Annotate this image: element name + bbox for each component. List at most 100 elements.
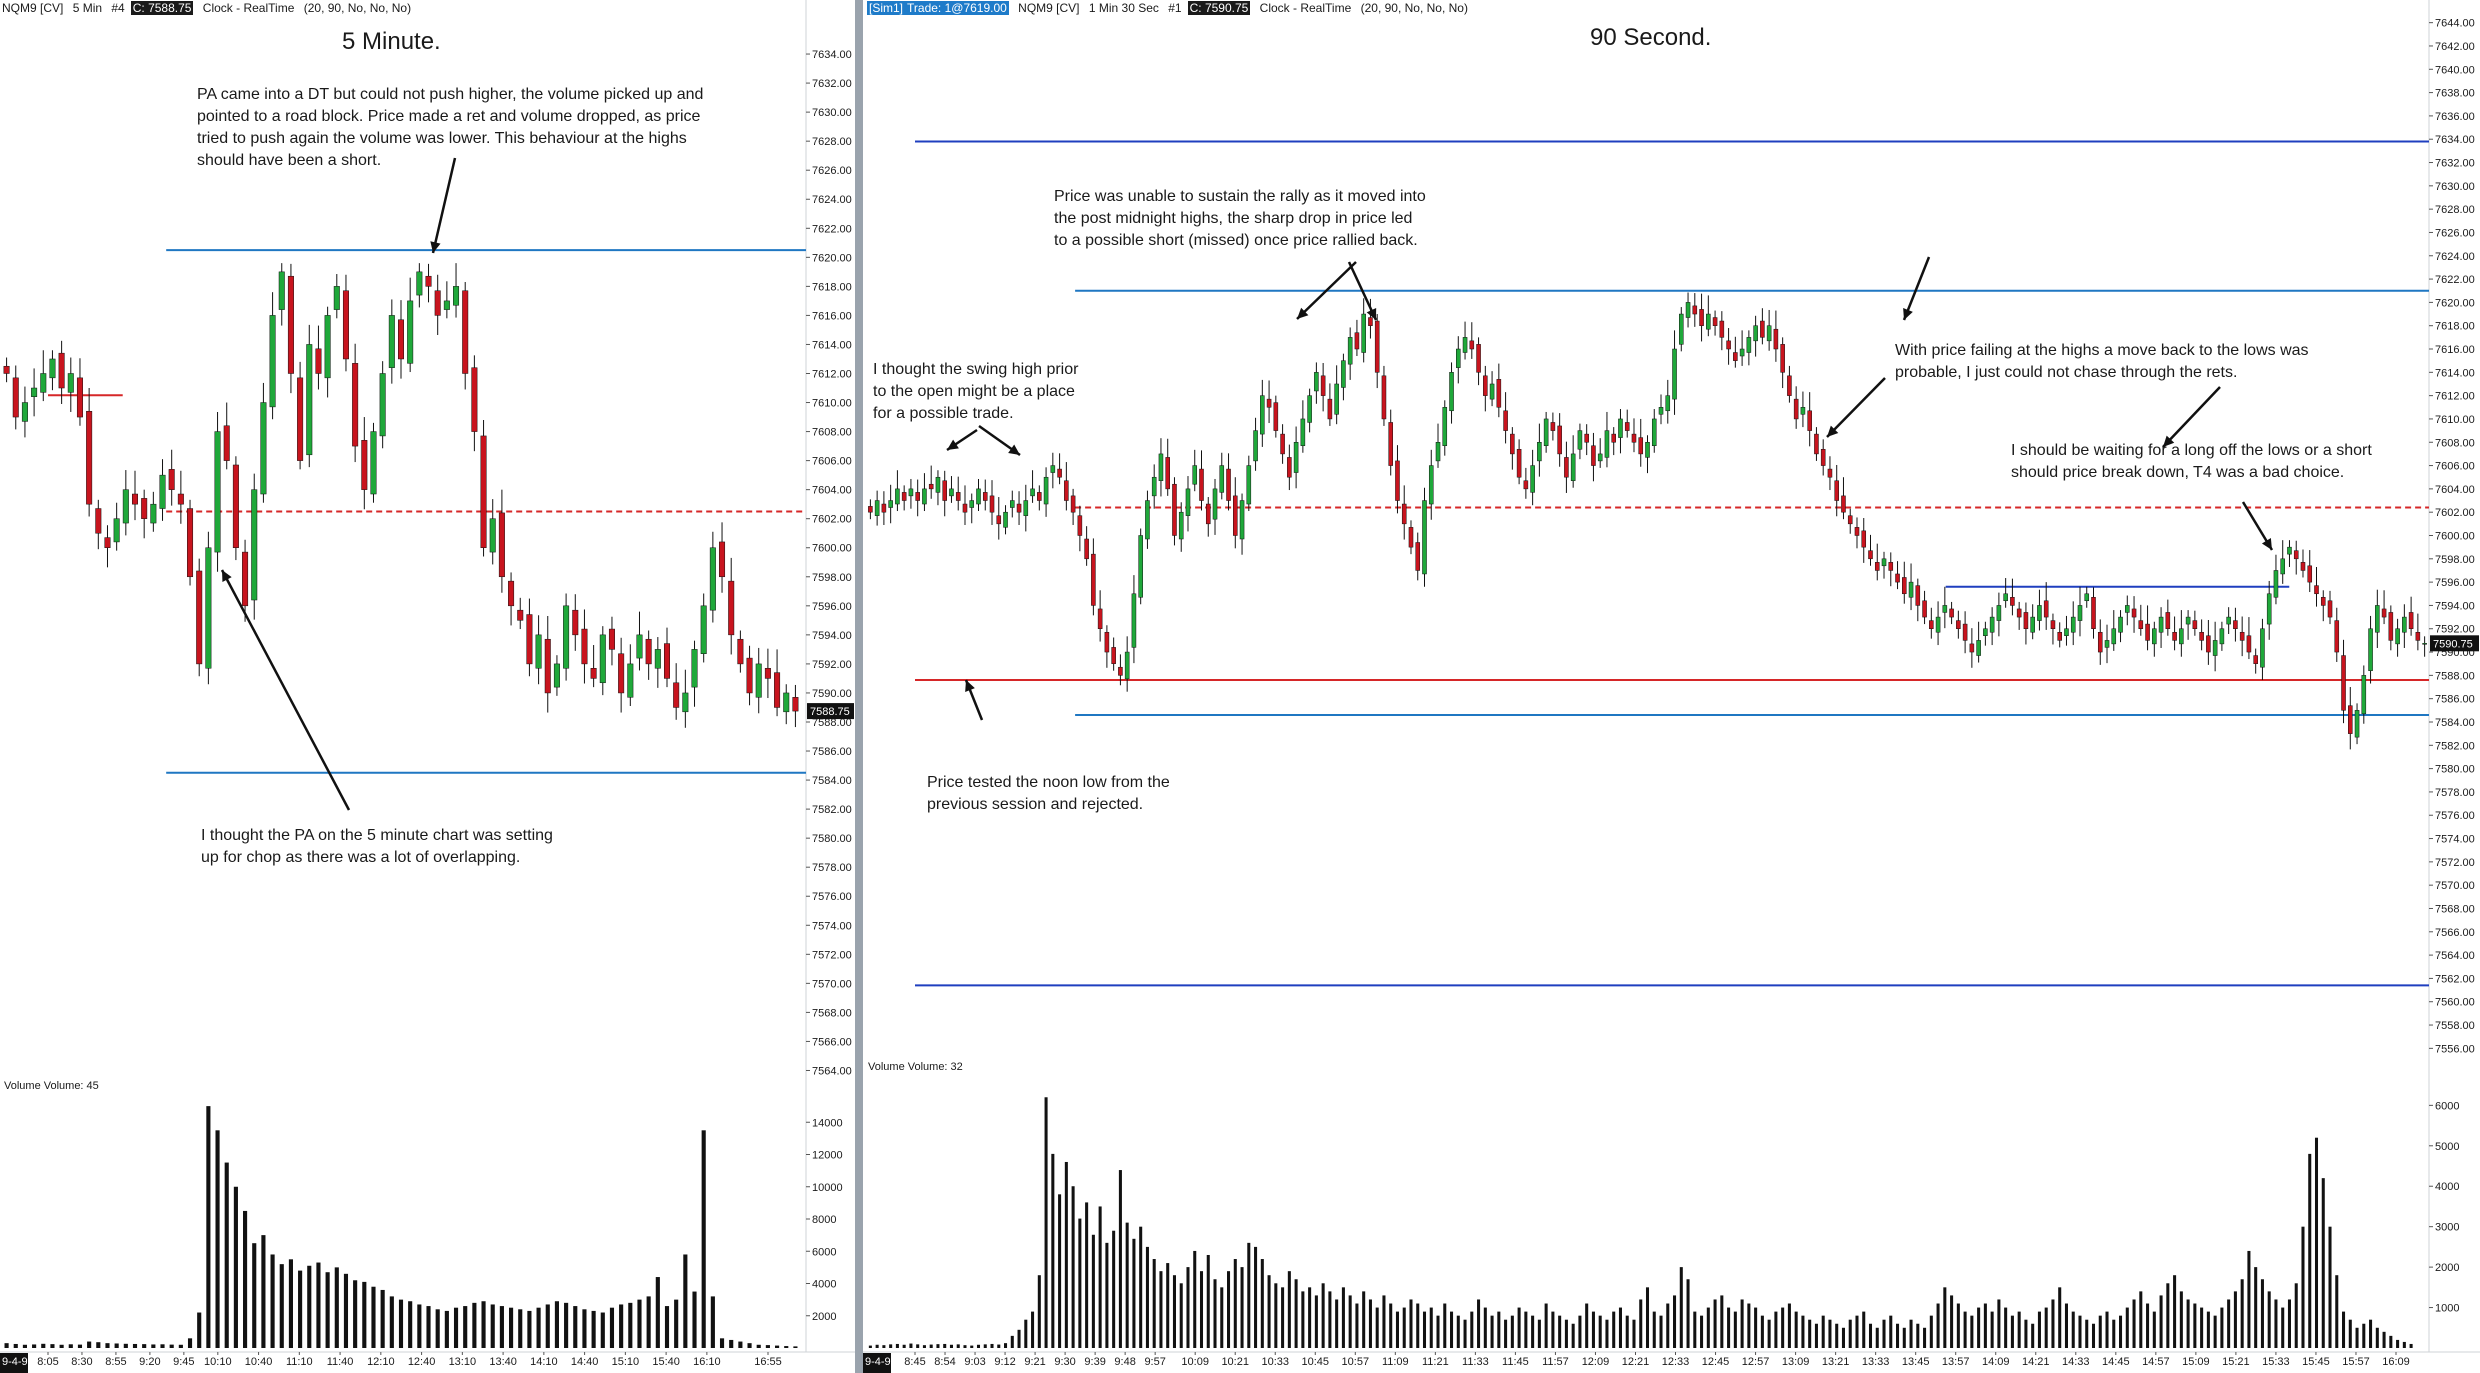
price-tick-label: 7616.00 xyxy=(2435,344,2475,356)
volume-bar xyxy=(784,1346,789,1348)
volume-bar xyxy=(1585,1303,1589,1348)
price-tick-label: 7592.00 xyxy=(2435,624,2475,636)
candle-body xyxy=(58,352,65,389)
candle-body xyxy=(2287,546,2292,555)
candle-body xyxy=(2138,620,2144,629)
candle-body xyxy=(1929,620,1934,629)
candlestick-chart-90sec[interactable]: 7644.00 7642.00 7640.00 7638.00 7636.00 7634.… xyxy=(863,0,2480,1373)
price-tick-label: 7588.00 xyxy=(2435,670,2475,682)
candle-body xyxy=(955,492,961,501)
volume-bar xyxy=(1727,1307,1731,1348)
candle-body xyxy=(1476,344,1481,373)
candle-body xyxy=(177,493,184,505)
candle-body xyxy=(1800,407,1806,415)
price-tick-label: 7582.00 xyxy=(812,804,852,816)
candle-body xyxy=(1260,395,1265,435)
volume-bar xyxy=(600,1312,605,1348)
price-tick-label: 7576.00 xyxy=(2435,810,2475,822)
volume-bar xyxy=(2281,1307,2285,1348)
volume-bar xyxy=(2017,1311,2021,1348)
chart-panel-5min[interactable]: NQM9 [CV] 5 Min #4 C: 7588.75 Clock - Rea… xyxy=(0,0,855,1373)
volume-bar xyxy=(1064,1161,1068,1348)
time-tick-label: 15:40 xyxy=(652,1356,680,1368)
candle-body xyxy=(1239,500,1245,540)
volume-bar xyxy=(1402,1307,1406,1348)
volume-bar xyxy=(2051,1299,2055,1348)
volume-bar xyxy=(1287,1271,1291,1348)
volume-bar xyxy=(1071,1186,1075,1348)
volume-bar xyxy=(775,1345,780,1348)
price-tick-label: 7628.00 xyxy=(812,136,852,148)
volume-bar xyxy=(371,1286,376,1348)
volume-bar xyxy=(334,1267,339,1348)
volume-bar xyxy=(1990,1311,1994,1348)
candle-body xyxy=(1124,651,1130,680)
candle-body xyxy=(2361,675,2367,715)
time-tick-label: 13:40 xyxy=(489,1356,517,1368)
volume-bar xyxy=(1794,1311,1798,1348)
volume-bar xyxy=(710,1296,715,1348)
candle-body xyxy=(1145,500,1150,540)
time-tick-label: 10:40 xyxy=(245,1356,273,1368)
price-tick-label: 7586.00 xyxy=(812,746,852,758)
volume-bar xyxy=(1477,1299,1481,1348)
time-tick-label: 10:57 xyxy=(1342,1356,1370,1368)
candle-body xyxy=(1070,495,1076,513)
price-tick-label: 7572.00 xyxy=(2435,857,2475,869)
candle-body xyxy=(31,387,38,397)
price-tick-label: 7612.00 xyxy=(812,368,852,380)
volume-bar xyxy=(1078,1218,1082,1348)
price-tick-label: 7570.00 xyxy=(2435,880,2475,892)
candle-body xyxy=(1969,643,1975,653)
volume-bar xyxy=(2335,1275,2339,1348)
volume-bar xyxy=(1294,1279,1298,1348)
volume-bar xyxy=(1625,1315,1629,1348)
volume-bar xyxy=(2260,1279,2264,1348)
annotation-noon: Price tested the noon low from the previo… xyxy=(927,774,1170,813)
candle-body xyxy=(1773,328,1779,350)
volume-bar xyxy=(206,1106,211,1348)
candle-body xyxy=(2158,616,2164,633)
candle-body xyxy=(1760,320,1765,338)
volume-bar xyxy=(765,1345,770,1348)
time-tick-label: 9:21 xyxy=(1024,1356,1045,1368)
volume-bar xyxy=(123,1343,128,1348)
time-tick-label: 12:09 xyxy=(1582,1356,1610,1368)
volume-bar xyxy=(1544,1303,1548,1348)
candle-body xyxy=(1435,442,1441,462)
price-tick-label: 7558.00 xyxy=(2435,1020,2475,1032)
volume-bar xyxy=(1963,1311,1967,1348)
volume-bar xyxy=(96,1342,101,1348)
candle-body xyxy=(1388,422,1393,466)
volume-bar xyxy=(1213,1279,1217,1348)
candle-body xyxy=(1023,500,1029,516)
candle-body xyxy=(989,495,995,513)
candle-body xyxy=(608,628,615,650)
candle-body xyxy=(1158,453,1164,481)
price-tick-label: 7560.00 xyxy=(2435,997,2475,1009)
candle-body xyxy=(251,489,258,601)
candle-body xyxy=(1895,573,1900,583)
candle-body xyxy=(1861,530,1867,548)
candle-body xyxy=(1523,480,1529,490)
candle-body xyxy=(1996,605,2002,621)
panel-divider[interactable] xyxy=(855,0,863,1373)
candle-body xyxy=(1665,395,1671,412)
candle-body xyxy=(535,634,542,669)
candle-body xyxy=(397,319,405,360)
chart-panel-90sec[interactable]: [Sim1] Trade: 1@7619.00 NQM9 [CV] 1 Min 3… xyxy=(863,0,2480,1373)
candle-body xyxy=(2179,628,2184,645)
volume-bar xyxy=(509,1307,514,1348)
volume-bar xyxy=(1936,1303,1940,1348)
candle-body xyxy=(425,275,432,287)
annotation-arrow-line xyxy=(2162,386,2221,448)
volume-bar xyxy=(963,1345,967,1348)
candle-body xyxy=(2104,640,2110,648)
candle-body xyxy=(269,315,276,408)
candle-body xyxy=(2320,597,2326,606)
candlestick-chart-5min[interactable]: 7634.00 7632.00 7630.00 7628.00 7626.00 7624.… xyxy=(0,0,855,1373)
time-tick-label: 16:09 xyxy=(2382,1356,2410,1368)
candle-body xyxy=(498,512,505,578)
volume-bar xyxy=(68,1344,73,1348)
price-tick-label: 7584.00 xyxy=(812,775,852,787)
